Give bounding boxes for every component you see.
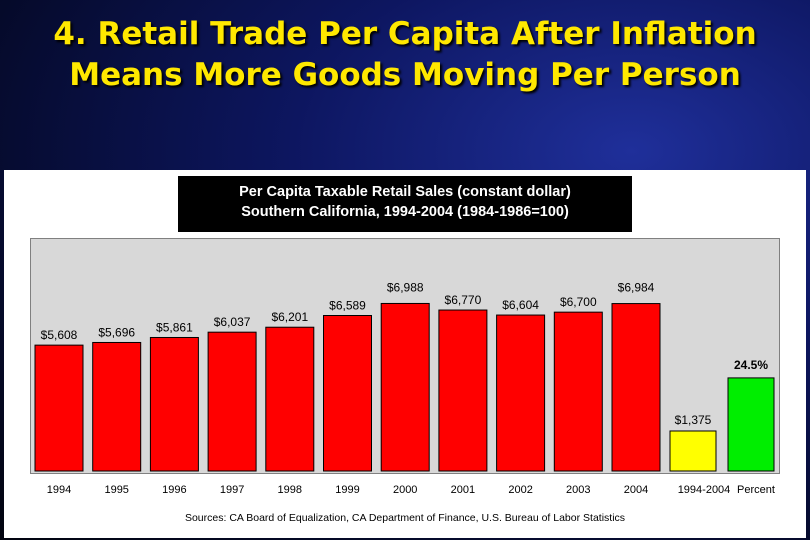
tick-label-2004: 2004: [624, 484, 648, 496]
value-label-1994: $5,608: [41, 328, 78, 342]
tick-label-change-percent: Percent: [737, 484, 775, 496]
value-label-2003: $6,700: [560, 295, 597, 309]
value-label-1997: $6,037: [214, 315, 251, 329]
bar-1996: [149, 336, 199, 472]
value-label-1996: $5,861: [156, 320, 193, 334]
tick-label-2000: 2000: [393, 484, 417, 496]
bar-2001: [438, 309, 488, 472]
slide-title: 4. Retail Trade Per Capita After Inflati…: [0, 14, 810, 96]
chart-title: Per Capita Taxable Retail Sales (constan…: [239, 184, 571, 200]
bar-change-percent: [727, 377, 775, 472]
value-label-2000: $6,988: [387, 280, 424, 294]
bar-2000: [380, 302, 430, 472]
tick-label-1996: 1996: [162, 484, 186, 496]
title-line-1: 4. Retail Trade Per Capita After Inflati…: [53, 16, 757, 52]
tick-label-change-dollars: 1994-2004: [678, 484, 731, 496]
tick-label-1998: 1998: [278, 484, 302, 496]
tick-label-1994: 1994: [47, 484, 71, 496]
bar-1994: [34, 344, 84, 472]
bar-change-dollars: [669, 430, 717, 472]
tick-label-1999: 1999: [335, 484, 359, 496]
bar-2002: [496, 314, 546, 472]
value-label-2001: $6,770: [445, 293, 482, 307]
source-note: Sources: CA Board of Equalization, CA De…: [184, 512, 626, 524]
value-label-1995: $5,696: [98, 325, 135, 339]
value-label-2004: $6,984: [618, 281, 655, 295]
bar-1995: [92, 341, 142, 472]
value-label-change-percent: 24.5%: [734, 358, 768, 372]
value-label-1998: $6,201: [271, 310, 308, 324]
bar-2003: [553, 311, 603, 472]
bar-1997: [207, 331, 257, 472]
bar-2004: [611, 303, 661, 472]
value-label-2002: $6,604: [502, 298, 539, 312]
title-line-2: Means More Goods Moving Per Person: [69, 57, 741, 93]
tick-label-2001: 2001: [451, 484, 475, 496]
value-label-1999: $6,589: [329, 299, 366, 313]
chart-title-box: Per Capita Taxable Retail Sales (constan…: [178, 176, 632, 232]
value-label-change-dollars: $1,375: [675, 413, 712, 427]
tick-label-2003: 2003: [566, 484, 590, 496]
bar-1998: [265, 326, 315, 472]
tick-label-2002: 2002: [508, 484, 532, 496]
bar-1999: [323, 315, 372, 472]
tick-label-1995: 1995: [104, 484, 128, 496]
chart-subtitle: Southern California, 1994-2004 (1984-198…: [241, 204, 569, 220]
tick-label-1997: 1997: [220, 484, 244, 496]
